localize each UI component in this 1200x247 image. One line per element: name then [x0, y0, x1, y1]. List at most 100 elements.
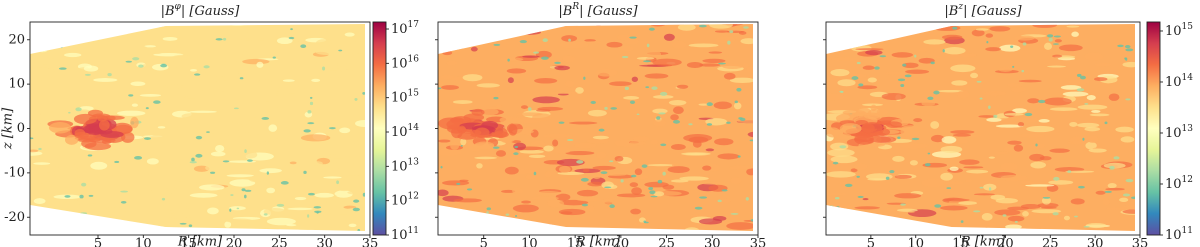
field-texture — [234, 51, 256, 55]
field-texture — [307, 122, 315, 125]
field-texture — [515, 214, 518, 218]
field-texture — [30, 137, 34, 140]
field-texture — [858, 83, 864, 87]
field-texture — [440, 165, 443, 169]
field-texture — [1054, 39, 1062, 43]
field-texture — [64, 195, 71, 198]
field-texture — [958, 201, 978, 205]
field-texture — [240, 38, 270, 41]
field-texture — [1004, 113, 1024, 116]
field-texture — [1007, 140, 1022, 145]
field-texture — [460, 138, 467, 146]
field-texture — [700, 181, 727, 185]
field-texture — [1010, 45, 1014, 48]
field-texture — [206, 131, 210, 133]
field-texture — [242, 134, 271, 143]
field-texture — [276, 203, 285, 207]
field-texture — [827, 148, 855, 157]
field-texture — [279, 165, 291, 169]
field-texture — [930, 121, 940, 129]
field-texture — [587, 205, 595, 212]
field-texture — [32, 114, 54, 120]
field-texture — [630, 208, 641, 215]
field-texture — [717, 199, 722, 203]
field-texture — [257, 70, 270, 75]
field-texture — [851, 76, 859, 80]
field-texture — [1076, 73, 1082, 77]
field-texture — [456, 126, 466, 132]
field-texture — [542, 38, 548, 43]
field-texture — [668, 99, 687, 106]
field-texture — [1007, 83, 1024, 88]
field-texture — [624, 38, 640, 45]
field-texture — [629, 141, 647, 146]
field-texture — [1093, 77, 1108, 82]
field-texture — [88, 194, 94, 197]
field-texture — [574, 142, 597, 149]
field-texture — [1022, 210, 1029, 217]
field-texture — [934, 204, 942, 208]
field-texture — [550, 232, 569, 235]
field-texture — [998, 67, 1013, 72]
field-texture — [609, 160, 614, 163]
field-texture — [673, 119, 680, 124]
field-texture — [889, 169, 895, 174]
field-texture — [453, 198, 482, 203]
field-texture — [568, 121, 598, 125]
field-texture — [905, 69, 930, 74]
field-texture — [999, 44, 1021, 52]
field-texture — [506, 68, 527, 74]
field-texture — [1060, 85, 1082, 90]
field-texture — [902, 62, 919, 69]
field-texture — [264, 177, 274, 180]
field-texture — [263, 208, 286, 216]
field-texture — [116, 110, 146, 116]
field-texture — [132, 57, 140, 61]
colorbar-tick-label: 1011 — [391, 226, 419, 243]
field-texture — [1071, 31, 1079, 37]
field-texture — [518, 29, 541, 35]
x-tick-label: 25 — [658, 237, 675, 247]
x-axis-label: R [km] — [575, 235, 621, 247]
field-texture — [606, 41, 623, 48]
field-texture — [234, 107, 239, 110]
field-texture — [624, 86, 630, 91]
field-texture — [478, 223, 483, 228]
field-texture — [522, 55, 540, 58]
field-texture — [629, 100, 636, 105]
field-texture — [1014, 117, 1039, 123]
field-texture — [195, 135, 203, 140]
field-texture — [1085, 222, 1107, 229]
y-axis-label: z [km] — [1, 107, 16, 150]
field-texture — [745, 197, 749, 201]
field-texture — [614, 155, 624, 162]
field-texture — [568, 38, 571, 42]
field-texture — [51, 109, 74, 117]
field-texture — [263, 213, 268, 216]
colorbar-tick-label: 1012 — [1165, 174, 1193, 191]
field-texture — [1077, 185, 1085, 189]
field-texture — [633, 136, 650, 142]
field-texture — [1053, 35, 1061, 38]
field-texture — [316, 211, 319, 214]
field-texture — [130, 81, 146, 87]
field-texture — [138, 35, 166, 42]
field-texture — [531, 196, 560, 200]
field-texture — [943, 47, 966, 55]
field-texture — [590, 100, 596, 104]
field-texture — [199, 54, 222, 57]
field-texture — [353, 199, 360, 203]
field-texture — [865, 49, 883, 56]
field-texture — [335, 184, 353, 192]
field-texture — [33, 198, 46, 205]
field-texture — [355, 120, 365, 128]
field-texture — [145, 107, 149, 110]
field-texture — [458, 232, 478, 234]
field-texture — [698, 103, 709, 106]
field-texture — [558, 121, 565, 124]
field-texture — [1030, 161, 1047, 169]
field-texture — [950, 64, 976, 73]
colorbar-tick-label: 1016 — [391, 54, 419, 71]
field-texture — [676, 84, 689, 89]
x-tick-label: 10 — [521, 237, 538, 247]
